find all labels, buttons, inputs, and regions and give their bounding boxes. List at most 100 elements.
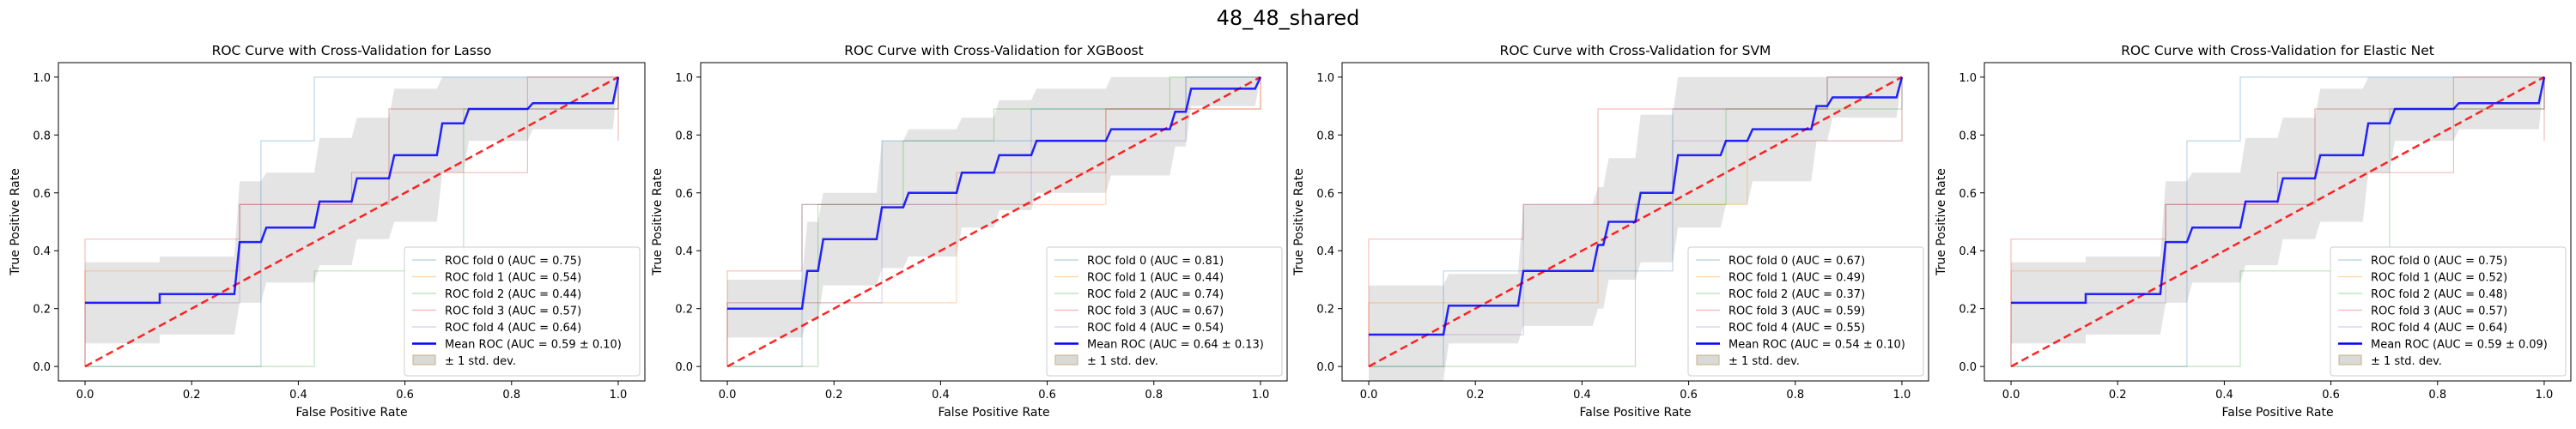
y-tick-label: 0.0	[1316, 361, 1334, 374]
y-tick-label: 0.8	[1316, 130, 1334, 142]
axes-frame	[58, 62, 646, 382]
y-tick-label: 0.2	[1316, 304, 1334, 317]
roc-fold-0-line	[85, 76, 618, 367]
legend-entry-label: ROC fold 1 (AUC = 0.44)	[1087, 272, 1224, 285]
x-tick-label: 0.4	[289, 389, 307, 402]
x-tick-label: 0.8	[1786, 389, 1804, 402]
chart-title: ROC Curve with Cross-Validation for XGBo…	[844, 43, 1143, 58]
legend-entry-label: ROC fold 1 (AUC = 0.49)	[1728, 272, 1865, 285]
y-tick-label: 0.4	[675, 245, 693, 258]
x-tick-label: 0.6	[1038, 389, 1056, 402]
x-tick-label: 0.0	[719, 389, 737, 402]
std-dev-band	[727, 76, 1261, 338]
y-tick-label: 0.6	[1316, 188, 1334, 201]
legend-box	[1687, 246, 1924, 377]
roc-fold-2-line	[1369, 76, 1903, 367]
x-axis-label: False Positive Rate	[295, 406, 407, 420]
legend-swatch-std-dev	[1696, 354, 1720, 366]
legend-entry-label: Mean ROC (AUC = 0.59 ± 0.09)	[2371, 339, 2548, 352]
legend-swatch-std-dev	[1054, 354, 1078, 366]
y-tick-label: 1.0	[675, 72, 693, 85]
legend-entry-label: ROC fold 3 (AUC = 0.59)	[1728, 305, 1865, 318]
x-tick-label: 0.8	[1145, 389, 1163, 402]
chart-title: ROC Curve with Cross-Validation for SVM	[1500, 43, 1771, 58]
roc-fold-3-line	[726, 76, 1261, 367]
roc-fold-4-line	[726, 76, 1261, 367]
legend-box	[1046, 246, 1283, 377]
chart-title: ROC Curve with Cross-Validation for Elas…	[2121, 43, 2434, 58]
x-tick-label: 0.4	[1573, 389, 1591, 402]
mean-roc-line	[727, 76, 1262, 310]
y-axis-label: True Positive Rate	[9, 168, 22, 276]
legend: ROC fold 0 (AUC = 0.75) ROC fold 1 (AUC =…	[404, 246, 641, 377]
y-tick-label: 0.6	[675, 188, 693, 201]
legend: ROC fold 0 (AUC = 0.81) ROC fold 1 (AUC =…	[1046, 246, 1283, 377]
y-axis-label: True Positive Rate	[1935, 168, 1948, 276]
legend-entry-label: ROC fold 0 (AUC = 0.67)	[1728, 255, 1865, 268]
x-tick-label: 0.8	[2428, 389, 2446, 402]
y-tick-label: 0.0	[675, 361, 693, 374]
legend-entry-label: ROC fold 3 (AUC = 0.57)	[2371, 305, 2507, 318]
roc-panel-2: 0.0 0.0 0.2 0.2 0.4 0.4 0.6 0.6 0.8 0.8 1.0 1.0 ROC …	[1292, 43, 1929, 420]
y-tick-label: 0.2	[1959, 304, 1977, 317]
y-tick-label: 1.0	[1316, 72, 1334, 85]
x-tick-label: 0.0	[1360, 389, 1378, 402]
legend-swatch-std-dev	[412, 354, 436, 366]
x-axis-label: False Positive Rate	[2221, 406, 2333, 420]
legend-box	[2330, 246, 2567, 377]
legend-entry-label: ROC fold 1 (AUC = 0.52)	[2371, 272, 2507, 285]
legend-entry-label: ROC fold 1 (AUC = 0.54)	[445, 272, 581, 285]
chart-title: ROC Curve with Cross-Validation for Lass…	[212, 43, 492, 58]
x-tick-label: 1.0	[610, 389, 628, 402]
legend-entry-label: ROC fold 4 (AUC = 0.55)	[1728, 322, 1865, 335]
legend-box	[404, 246, 641, 377]
x-tick-label: 0.6	[2322, 389, 2340, 402]
y-tick-label: 0.8	[675, 130, 693, 142]
roc-fold-0-line	[727, 76, 1261, 367]
legend: ROC fold 0 (AUC = 0.75) ROC fold 1 (AUC =…	[2330, 246, 2567, 377]
x-axis-label: False Positive Rate	[938, 406, 1049, 420]
y-tick-label: 0.8	[33, 130, 51, 142]
y-tick-label: 0.4	[1316, 245, 1334, 258]
x-tick-label: 0.2	[183, 389, 201, 402]
legend-entry-label: ± 1 std. dev.	[1728, 355, 1800, 368]
y-axis-label: True Positive Rate	[651, 168, 665, 276]
roc-fold-1-line	[84, 76, 619, 367]
legend-entry-label: ROC fold 0 (AUC = 0.75)	[445, 255, 581, 268]
axes-frame	[1984, 62, 2572, 382]
x-tick-label: 0.2	[1467, 389, 1485, 402]
roc-fold-0-line	[2011, 76, 2544, 367]
legend-entry-label: ROC fold 4 (AUC = 0.54)	[1087, 322, 1224, 335]
roc-fold-1-line	[2010, 76, 2545, 367]
y-tick-label: 1.0	[1959, 72, 1977, 85]
roc-fold-3-line	[2010, 76, 2545, 367]
x-tick-label: 0.2	[2109, 389, 2127, 402]
legend-entry-label: ROC fold 0 (AUC = 0.75)	[2371, 255, 2507, 268]
mean-roc-line	[2011, 76, 2546, 305]
y-axis-label: True Positive Rate	[1292, 168, 1306, 276]
x-tick-label: 1.0	[1252, 389, 1270, 402]
legend-entry-label: ± 1 std. dev.	[1087, 355, 1158, 368]
chance-diagonal-line	[2010, 76, 2545, 368]
x-tick-label: 1.0	[2536, 389, 2554, 402]
legend-entry-label: ± 1 std. dev.	[2371, 355, 2442, 368]
mean-roc-line	[1369, 76, 1904, 336]
std-dev-band	[2011, 76, 2544, 344]
y-tick-label: 0.2	[33, 304, 51, 317]
x-tick-label: 0.6	[1680, 389, 1698, 402]
legend-entry-label: Mean ROC (AUC = 0.59 ± 0.10)	[445, 339, 622, 352]
roc-fold-1-line	[726, 76, 1261, 367]
x-tick-label: 0.0	[76, 389, 94, 402]
legend-entry-label: ROC fold 2 (AUC = 0.37)	[1728, 288, 1865, 301]
axes-frame	[700, 62, 1288, 382]
y-tick-label: 1.0	[33, 72, 51, 85]
legend-entry-label: ROC fold 3 (AUC = 0.57)	[445, 305, 581, 318]
x-tick-label: 0.8	[502, 389, 520, 402]
y-tick-label: 0.4	[1959, 245, 1977, 258]
legend: ROC fold 0 (AUC = 0.67) ROC fold 1 (AUC =…	[1687, 246, 1924, 377]
legend-entry-label: ROC fold 3 (AUC = 0.67)	[1087, 305, 1224, 318]
roc-fold-3-line	[1368, 76, 1902, 367]
y-tick-label: 0.2	[675, 304, 693, 317]
std-dev-band	[85, 76, 618, 344]
